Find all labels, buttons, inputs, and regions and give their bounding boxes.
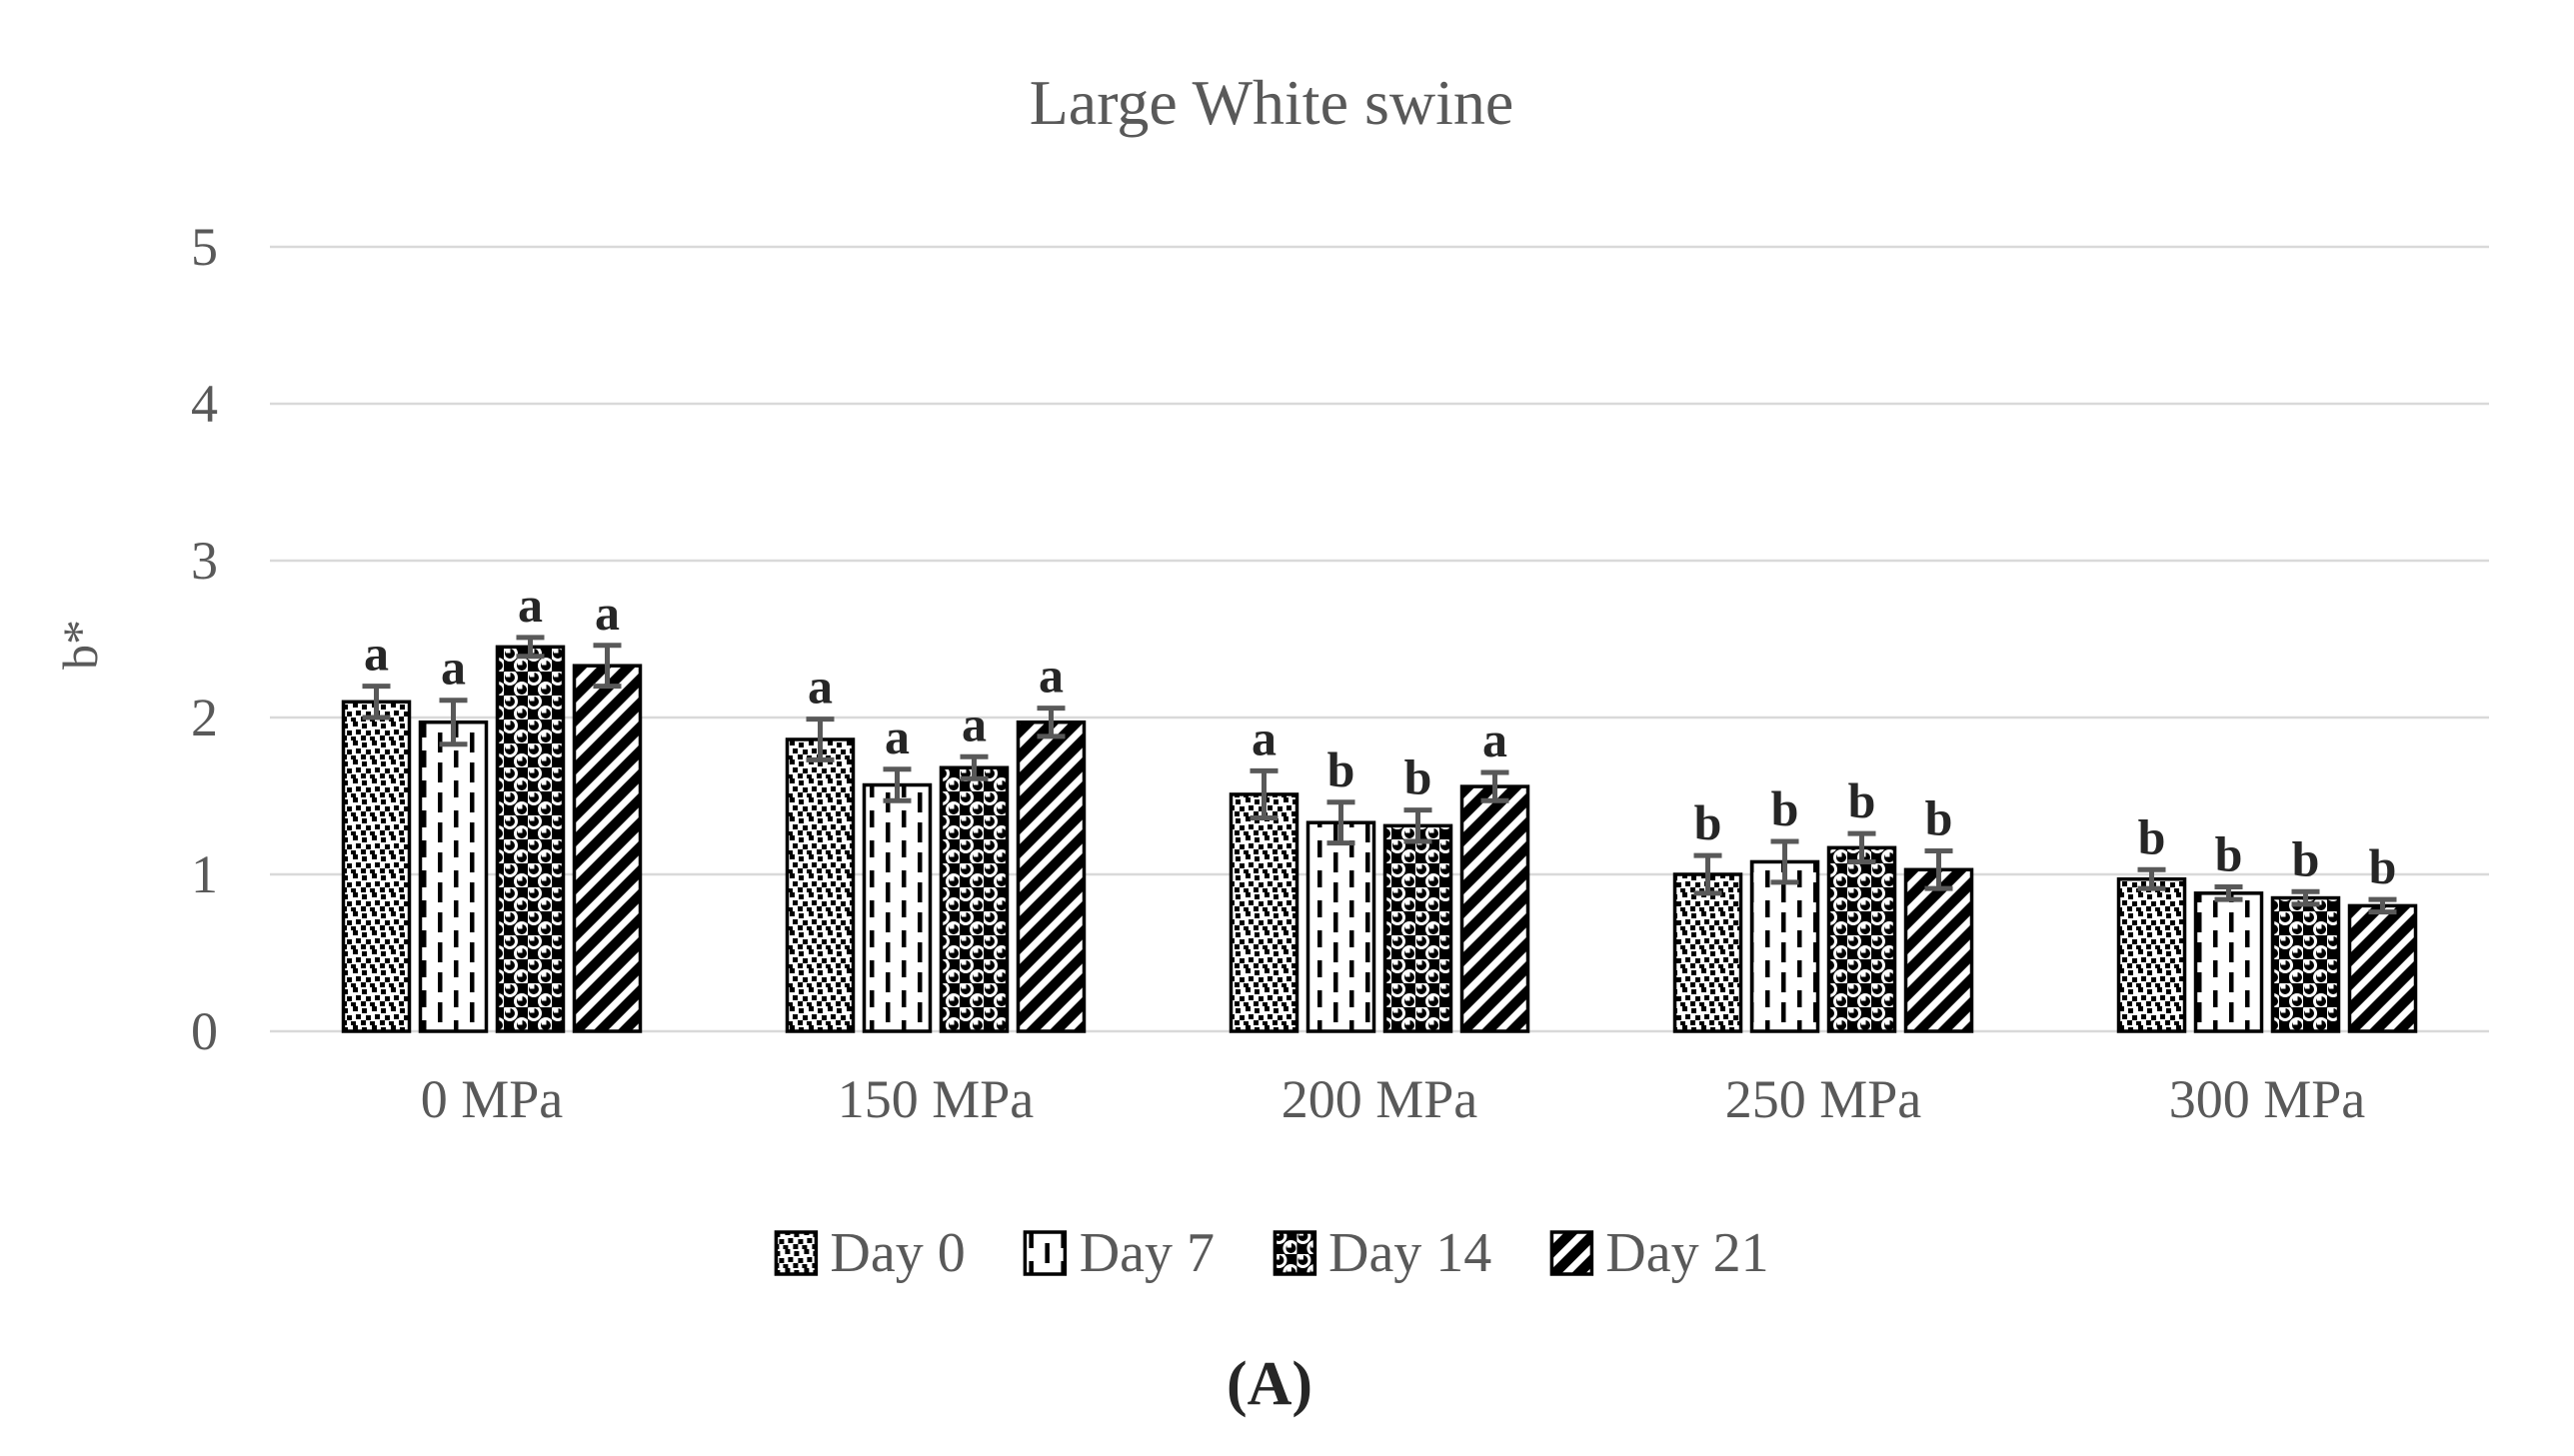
sig-letter: b [1925,789,1953,845]
bar [1382,823,1453,1033]
category-label: 300 MPa [2169,1069,2366,1129]
sig-letter: a [364,626,389,682]
error-bar [1403,807,1432,844]
bar [2347,903,2418,1033]
y-tick-label: 2 [191,688,218,747]
legend-label: Day 21 [1605,1222,1769,1284]
error-bar [806,717,835,762]
legend: Day 0 Day 7 Day 14 Day 21 [774,1221,1769,1285]
legend-item: Day 14 [1273,1221,1491,1285]
bar [2193,891,2264,1033]
bar [572,664,643,1033]
error-bar [1480,769,1509,803]
sig-letter: a [595,585,620,641]
legend-swatch-spheres [1273,1230,1316,1276]
legend-label: Day 14 [1328,1222,1492,1284]
y-axis-title: b* [52,620,108,670]
bar [2270,895,2341,1033]
bar [939,765,1010,1033]
sig-letter: a [808,659,833,715]
legend-label: Day 7 [1079,1222,1215,1284]
y-tick-label: 3 [191,531,218,591]
sig-letter: a [885,709,910,764]
category-label: 150 MPa [838,1069,1035,1129]
error-bar [1847,830,1876,864]
error-bar [2291,888,2320,907]
error-bar [1326,799,1355,846]
bar [1305,820,1376,1033]
sig-letter: a [1039,648,1064,704]
category-label: 200 MPa [1282,1069,1478,1129]
error-bar [1924,847,1953,891]
error-bar [960,753,989,781]
sig-letter: b [1848,772,1876,828]
legend-swatch-diagonal-stripes [1549,1230,1594,1276]
legend-swatch-vertical-dashes [1023,1230,1068,1276]
bar [1749,859,1820,1033]
error-bar [1250,767,1279,820]
bar [1016,720,1087,1033]
sig-letter: b [1404,749,1432,805]
sig-letter: a [1482,712,1507,767]
legend-swatch-dots [774,1230,819,1276]
sig-letter: b [1694,794,1722,850]
sig-letter: a [518,577,543,633]
y-tick-label: 0 [191,1001,218,1061]
sig-letter: b [1771,780,1799,836]
sig-letter: b [2138,808,2166,864]
sig-letter: b [2215,826,2243,882]
legend-item: Day 7 [1023,1221,1215,1285]
error-bar [439,698,468,747]
legend-item: Day 0 [774,1221,966,1285]
category-label: 250 MPa [1725,1069,1922,1129]
bar [1903,867,1974,1033]
sig-letter: a [1252,710,1277,765]
sig-letter: b [2369,838,2397,894]
error-bar [362,684,391,721]
error-bar [2214,884,2243,902]
error-bar [2368,896,2397,915]
y-tick-label: 5 [191,217,218,277]
y-tick-label: 1 [191,844,218,904]
error-bar [593,643,622,690]
error-bar [516,635,545,660]
error-bar [1770,838,1799,885]
figure-caption: (A) [1226,1350,1313,1418]
sig-letter: a [962,696,987,751]
error-bar [2137,866,2166,891]
y-tick-label: 4 [191,374,218,434]
bar [418,720,489,1033]
legend-label: Day 0 [830,1222,966,1284]
bar [1672,872,1743,1033]
bar [2116,876,2187,1033]
bar [1459,784,1530,1033]
error-bar [1037,706,1066,739]
sig-letter: a [441,640,466,696]
sig-letter: b [2292,830,2320,886]
bar [341,700,412,1033]
bar [495,645,566,1033]
bar [862,782,933,1033]
bar [785,737,856,1033]
bar [1826,845,1897,1033]
chart-title: Large White swine [1029,67,1514,138]
error-bar [883,766,912,803]
category-label: 0 MPa [421,1069,564,1129]
legend-item: Day 21 [1549,1221,1769,1285]
sig-letter: b [1327,741,1355,797]
bar [1229,792,1299,1033]
error-bar [1693,852,1722,896]
